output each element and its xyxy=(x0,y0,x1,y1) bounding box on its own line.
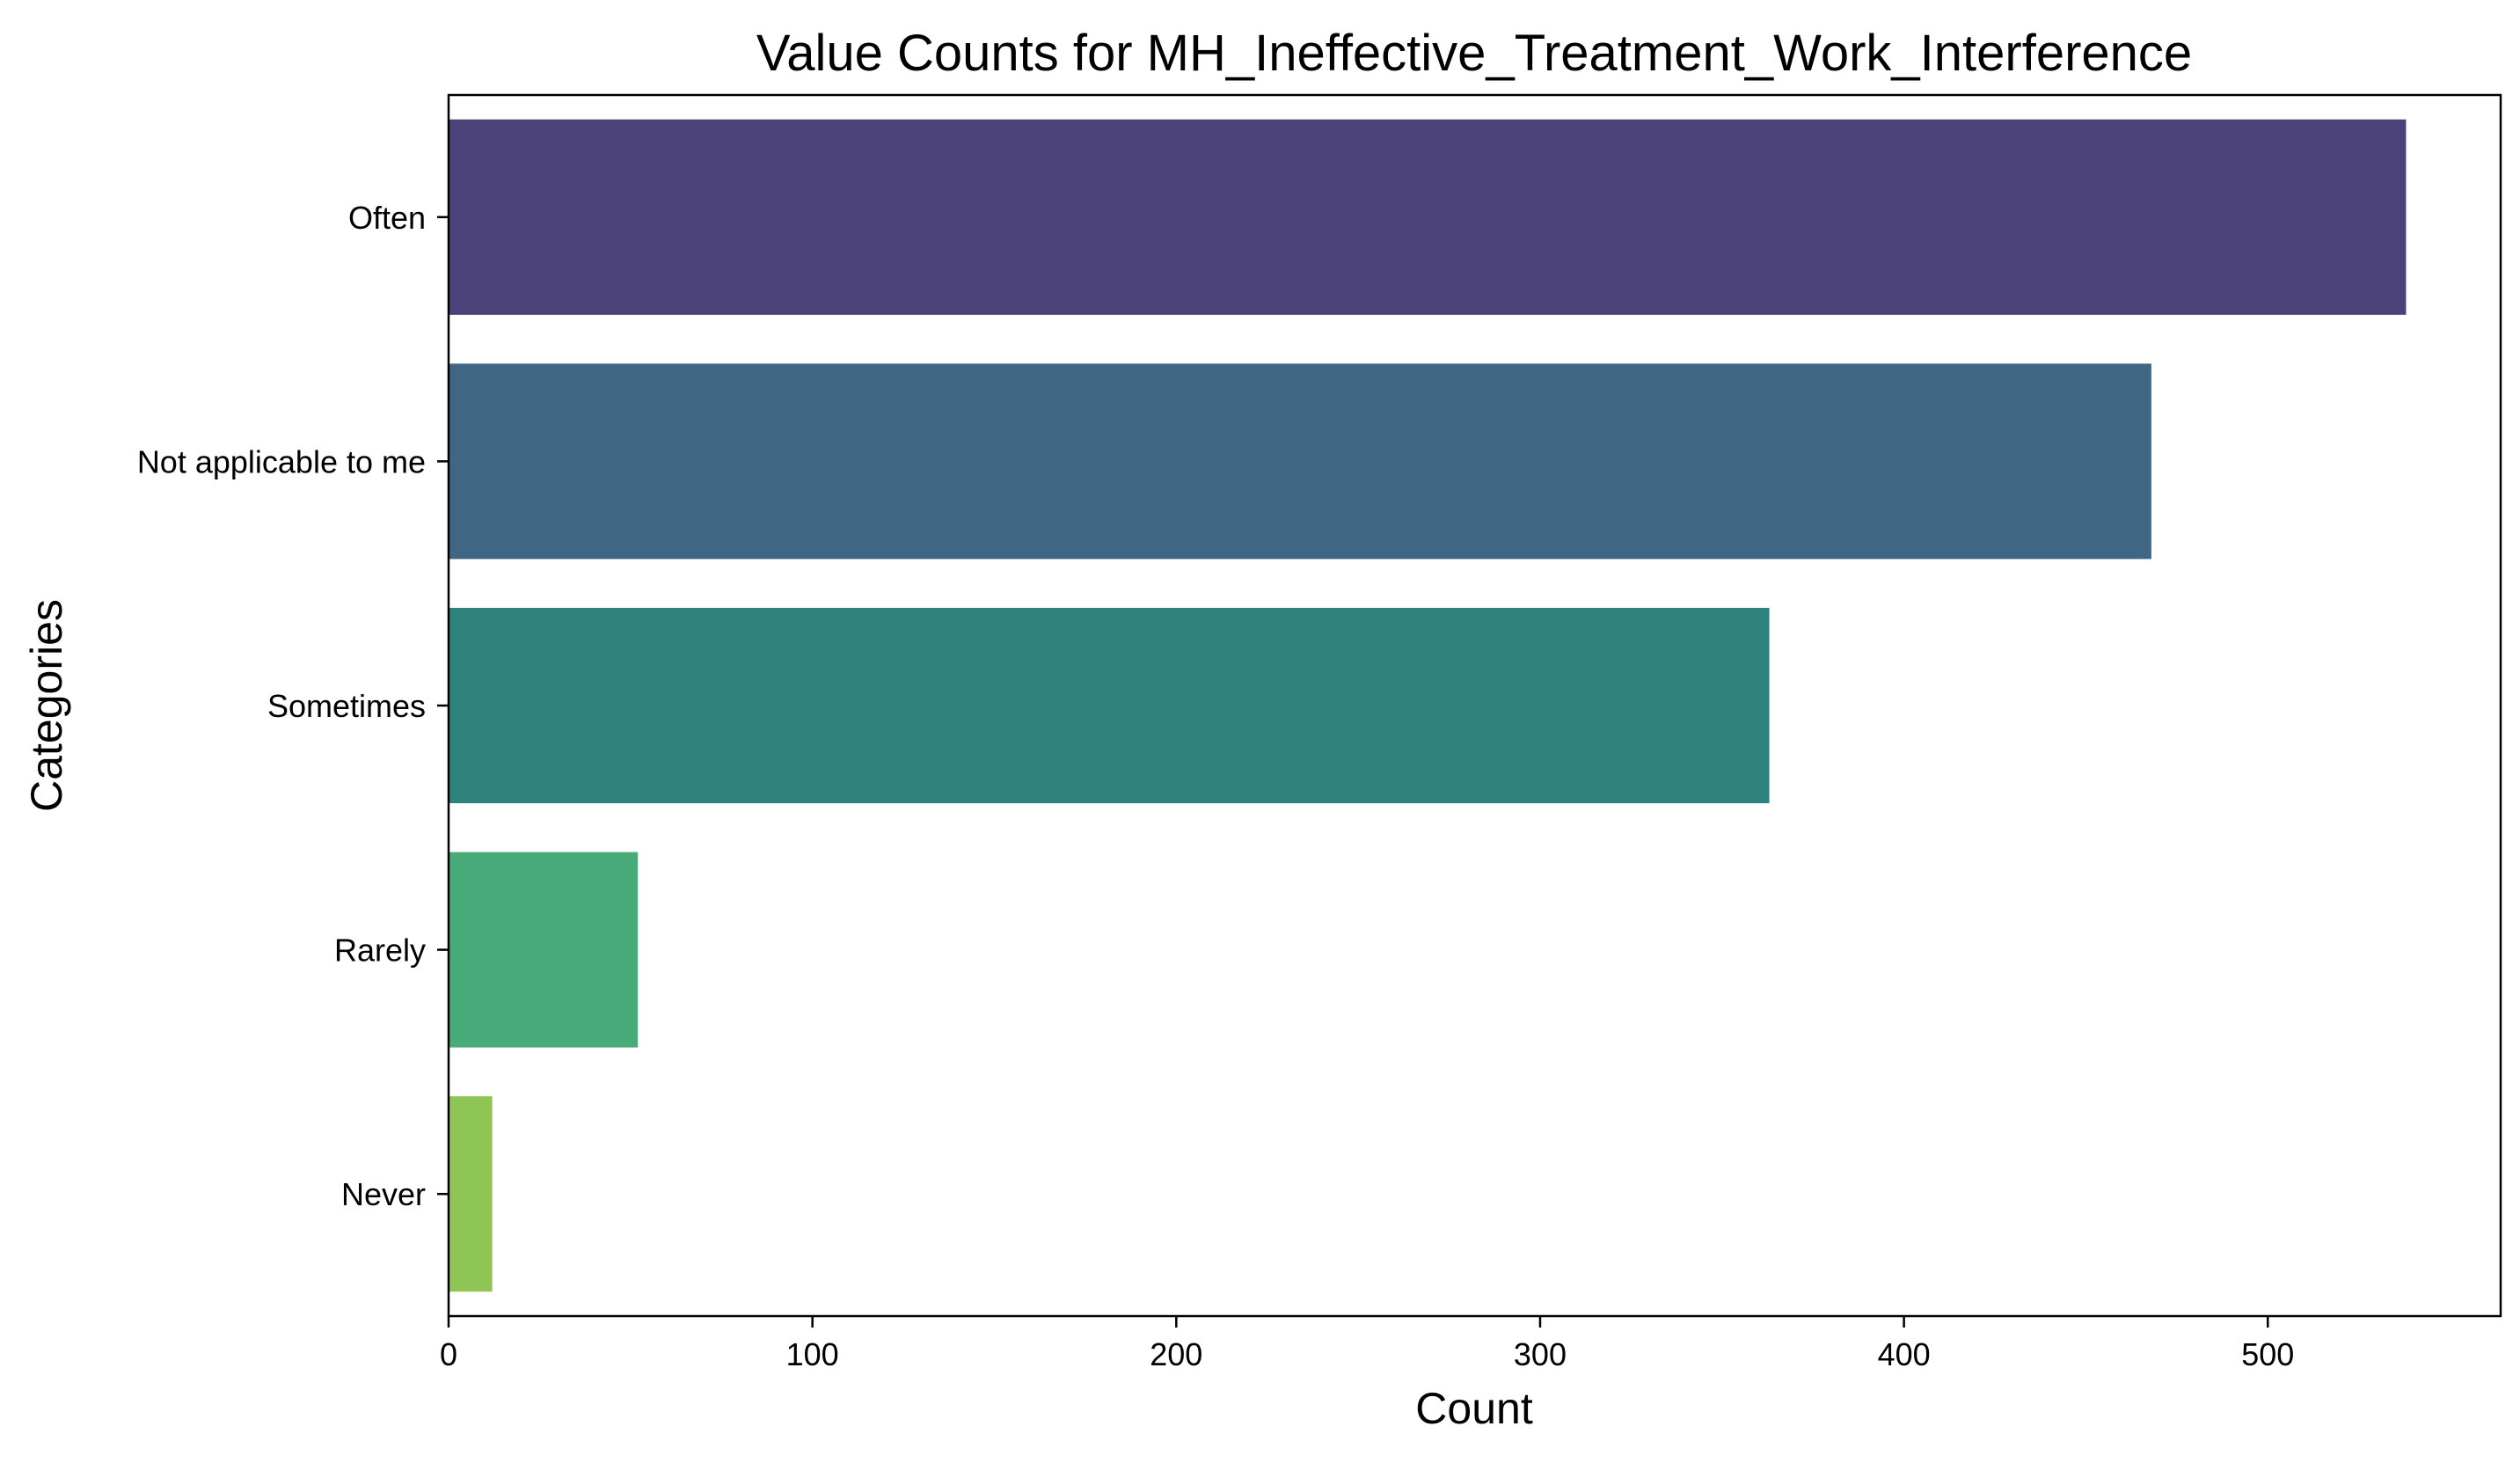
bar-not-applicable-to-me xyxy=(449,363,2151,560)
x-tick-label: 100 xyxy=(786,1336,839,1372)
y-axis: Often Not applicable to me Sometimes Rarely… xyxy=(137,200,449,1212)
y-axis-title: Categories xyxy=(22,599,71,812)
bar-sometimes xyxy=(449,607,1770,804)
y-tick-label: Not applicable to me xyxy=(137,443,426,479)
bars-layer xyxy=(449,119,2407,1292)
bar-rarely xyxy=(449,852,639,1048)
y-tick-label: Sometimes xyxy=(267,688,426,724)
x-tick-label: 400 xyxy=(1878,1336,1931,1372)
bar-often xyxy=(449,119,2407,315)
x-tick-label: 200 xyxy=(1150,1336,1202,1372)
y-tick-label: Never xyxy=(341,1176,426,1212)
x-tick-label: 500 xyxy=(2241,1336,2294,1372)
bar-never xyxy=(449,1096,493,1292)
x-axis-title: Count xyxy=(1415,1384,1533,1433)
x-tick-label: 0 xyxy=(440,1336,457,1372)
x-tick-label: 300 xyxy=(1514,1336,1567,1372)
y-tick-label: Often xyxy=(348,200,426,236)
chart-title: Value Counts for MH_Ineffective_Treatmen… xyxy=(756,25,2192,82)
y-tick-label: Rarely xyxy=(334,933,426,969)
x-axis: 0 100 200 300 400 500 xyxy=(440,1316,2294,1372)
